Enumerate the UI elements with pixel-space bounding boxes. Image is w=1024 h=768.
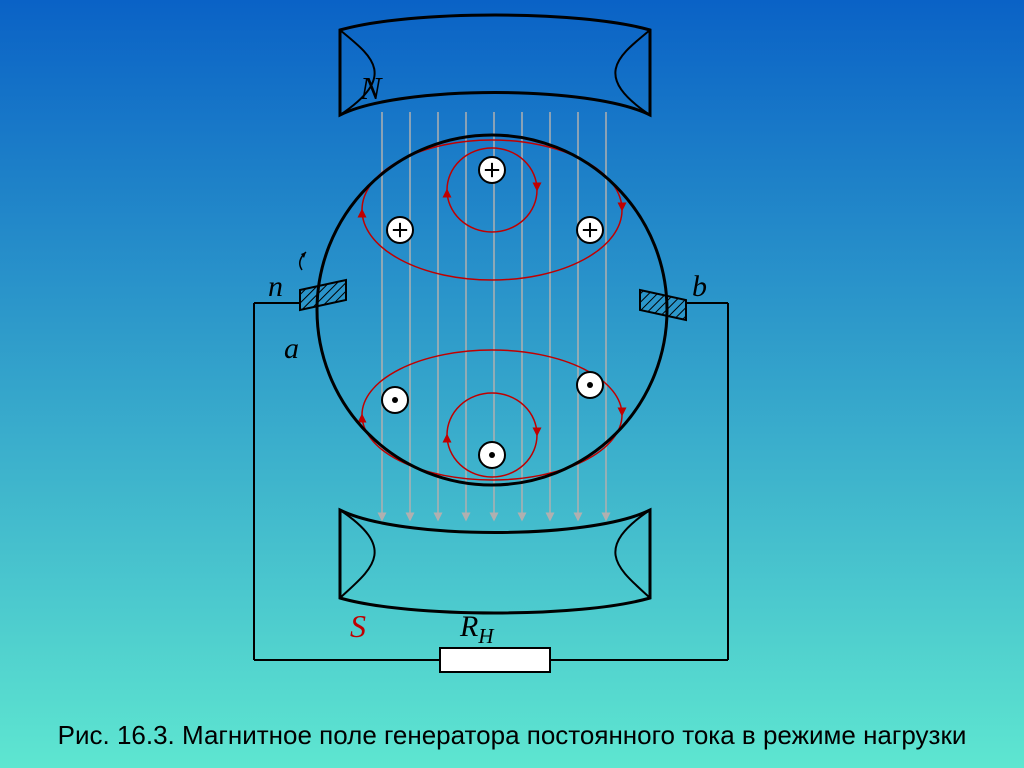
load-label: RН [460, 610, 494, 649]
figure-caption: Рис. 16.3. Магнитное поле генератора пос… [0, 720, 1024, 751]
rotation-label: n [268, 270, 283, 304]
diagram-svg [0, 0, 1024, 768]
diagram-canvas: Рис. 16.3. Магнитное поле генератора пос… [0, 0, 1024, 768]
pole-label-s: S [350, 608, 366, 645]
terminal-label-a: a [284, 332, 299, 366]
pole-label-n: N [360, 70, 381, 107]
terminal-label-b: b [692, 270, 707, 304]
